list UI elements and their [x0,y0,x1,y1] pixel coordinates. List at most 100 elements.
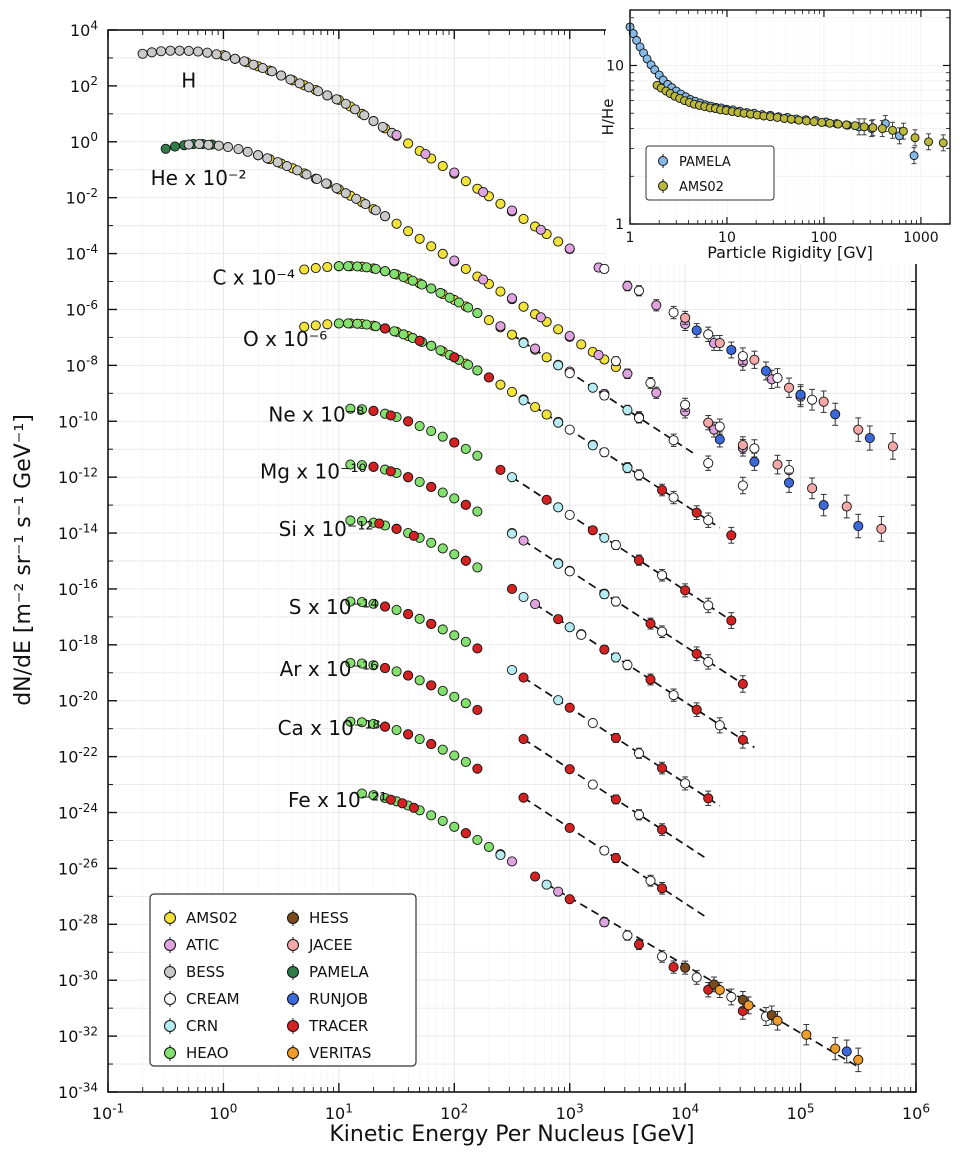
data-point [564,622,575,633]
data-point [460,443,471,454]
data-point [460,263,471,275]
tick-label: 10-24 [58,801,98,823]
data-point [233,144,244,155]
data-point [397,798,408,809]
data-point [530,871,541,882]
data-point [194,138,205,150]
data-point [909,151,919,161]
data-point [518,792,529,803]
legend-marker [164,939,176,951]
data-point [587,718,598,729]
data-point [426,241,437,252]
data-point [726,530,737,541]
data-point [370,321,381,332]
data-point [174,45,185,56]
data-point [242,146,253,157]
data-point [356,515,367,527]
inset-tick-label: 1 [615,217,624,233]
data-point [506,664,518,676]
data-point [169,141,180,152]
legend-marker [287,993,299,1005]
data-point [426,340,437,351]
series-O-CREAM [564,424,714,528]
tick-label: 10-32 [58,1024,98,1046]
data-point [599,532,610,543]
data-point [887,441,898,452]
data-point [391,218,402,229]
series-S-CREAM [587,718,691,791]
data-point [437,543,448,554]
data-point [303,82,314,93]
legend-marker [287,1047,299,1059]
data-point [377,121,388,133]
data-point [416,279,428,290]
data-point [361,262,372,273]
data-point [749,456,760,467]
data-point [472,365,483,376]
data-point [453,297,464,308]
data-point [478,187,489,198]
data-point [322,90,333,101]
data-point [495,464,506,475]
data-point [587,525,598,536]
data-point [472,704,483,716]
inset-legend: PAMELA AMS02 [645,145,775,201]
data-point [703,329,714,340]
data-point [403,609,414,620]
data-point [668,492,679,503]
data-point [379,721,391,732]
data-point [444,292,455,303]
data-point [868,123,878,133]
data-point [408,802,419,813]
data-point [213,140,224,151]
legend-marker [164,993,176,1005]
tick-label: 102 [440,1101,468,1123]
data-point [703,793,714,804]
data-point [691,507,702,518]
data-point [403,226,414,237]
data-point [564,243,575,254]
data-point [809,117,819,127]
data-point [414,233,425,244]
data-point [657,883,668,894]
series-H-BESS [137,45,398,138]
data-point [391,130,402,141]
data-point [356,658,367,669]
data-point [657,824,668,835]
data-point [668,307,679,318]
data-point [156,46,167,57]
data-point [825,118,835,128]
data-point [518,672,529,683]
data-point [272,157,283,168]
element-label: Ar x 10⁻¹⁶ [280,657,379,681]
legend-marker [658,181,668,191]
y-axis-label: dN/dE [m⁻² sr⁻¹ s⁻¹ GeV⁻¹] [11,414,36,706]
data-point [426,618,437,629]
legend-marker [164,1020,176,1032]
data-point [535,312,546,323]
data-point [938,138,948,148]
data-point [449,255,460,266]
tick-label: 101 [325,1101,353,1123]
tick-label: 10-10 [58,410,98,432]
data-point [257,62,268,74]
data-point [472,506,483,517]
data-point [924,137,934,147]
data-point [437,744,448,755]
tick-label: 106 [902,1101,930,1123]
data-point [518,592,529,603]
data-point [553,360,564,371]
data-point [460,176,471,187]
legend-item-HESS: HESS [287,909,349,927]
data-point [426,810,437,821]
legend-marker [287,966,299,978]
data-point [449,750,460,761]
inset-tick-label: 100 [811,230,838,246]
data-point [460,828,471,839]
series-C-CRN [518,337,633,416]
data-point [622,930,633,941]
data-point [801,1029,812,1040]
data-point [680,585,691,596]
data-point [495,849,506,861]
